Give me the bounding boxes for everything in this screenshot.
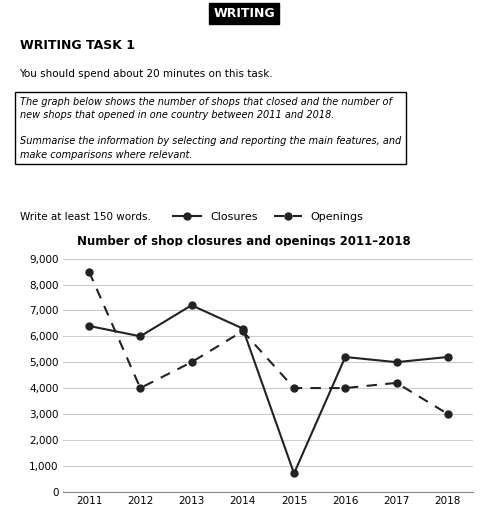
Text: WRITING TASK 1: WRITING TASK 1 [20, 39, 135, 52]
Text: Write at least 150 words.: Write at least 150 words. [20, 212, 150, 222]
Text: Number of shop closures and openings 2011–2018: Number of shop closures and openings 201… [77, 235, 411, 248]
Text: You should spend about 20 minutes on this task.: You should spend about 20 minutes on thi… [20, 69, 273, 79]
Text: WRITING: WRITING [213, 7, 275, 20]
Text: The graph below shows the number of shops that closed and the number of
new shop: The graph below shows the number of shop… [20, 97, 401, 160]
Legend: Closures, Openings: Closures, Openings [169, 207, 368, 226]
